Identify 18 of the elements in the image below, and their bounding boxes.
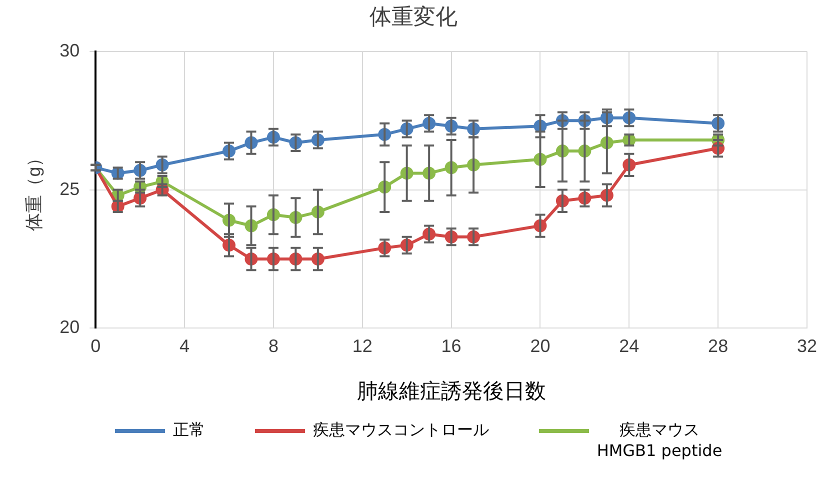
x-tick-label: 4 — [180, 336, 190, 356]
legend-label: 疾患マウス HMGB1 peptide — [596, 420, 722, 462]
chart-title: 体重変化 — [370, 4, 458, 30]
x-tick-label: 20 — [530, 336, 550, 356]
x-tick-label: 0 — [90, 336, 101, 356]
x-tick-label: 12 — [352, 336, 372, 356]
y-axis-title: 体重（g） — [24, 148, 44, 231]
x-tick-label: 28 — [708, 336, 728, 356]
x-tick-label: 24 — [619, 336, 640, 356]
legend-label: 正常 — [172, 420, 205, 441]
y-tick-label: 30 — [60, 40, 80, 60]
x-axis-title: 肺線維症誘発後日数 — [356, 380, 546, 404]
legend-label: 疾患マウスコントロール — [312, 420, 489, 441]
x-tick-label: 8 — [268, 336, 278, 356]
y-tick-label: 25 — [60, 178, 80, 199]
x-tick-label: 16 — [441, 336, 462, 356]
x-tick-label: 32 — [796, 336, 818, 356]
y-tick-label: 20 — [60, 317, 80, 338]
